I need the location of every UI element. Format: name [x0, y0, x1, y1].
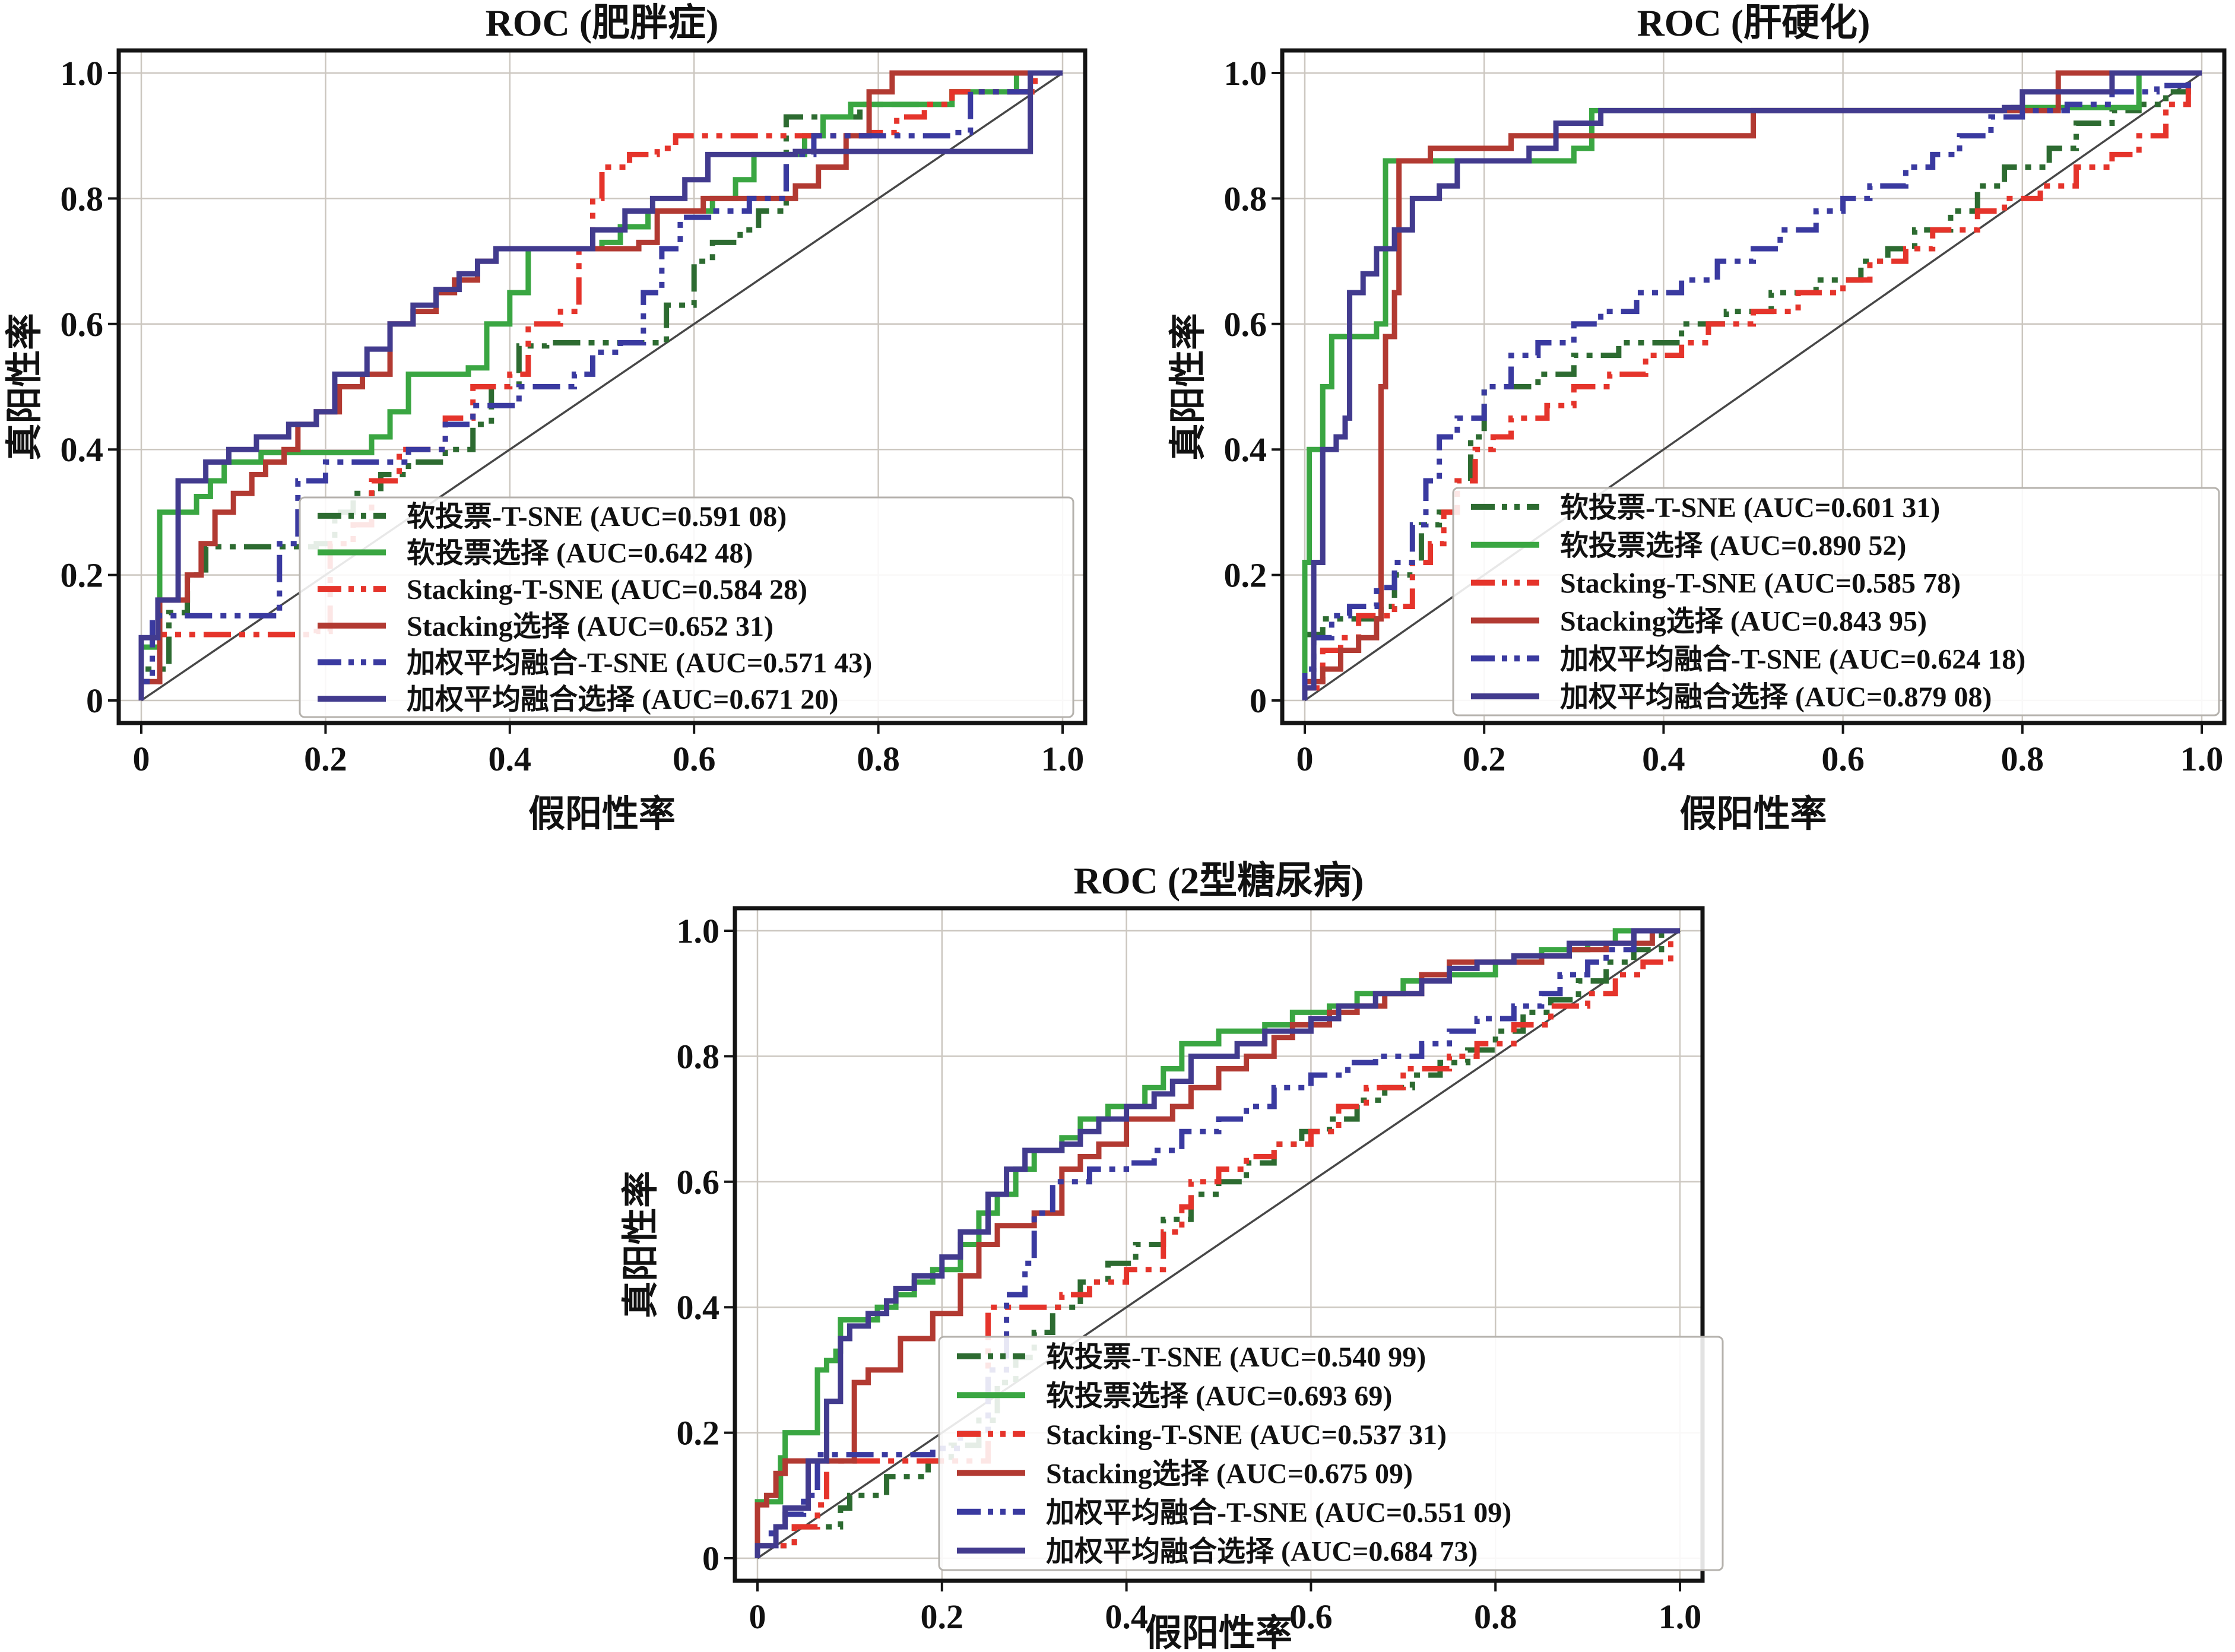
roc-plot-type2-diabetes: 00 0.2 0.2 0.4 0.4 0.6 0.6 0.8 0.8 1.0 1.0 ROC (2型糖…	[620, 860, 1724, 1652]
chance-diagonal-line	[141, 72, 1063, 702]
y-tick-label: 0.4	[677, 1288, 720, 1327]
roc-curve-type2-diabetes-weighted-avg-fusion-tsne	[754, 928, 1680, 1558]
roc-curve-cirrhosis-soft-voting-tsne	[1302, 70, 2202, 700]
legend-label-stacking-tsne: Stacking-T-SNE (AUC=0.584 28)	[407, 574, 807, 605]
roc-curve-type2-diabetes-weighted-avg-fusion-select	[754, 928, 1680, 1558]
x-axis-label: 假阳性率	[1145, 1613, 1292, 1652]
legend-box	[1452, 487, 2220, 716]
axes-frame	[116, 48, 1088, 725]
plot-title-cirrhosis: ROC (肝硬化)	[1637, 2, 1871, 44]
legend-box	[938, 1336, 1724, 1571]
y-tick-label: 0	[1250, 681, 1267, 720]
roc-curve-obesity-soft-voting-select	[138, 70, 1063, 700]
legend-label-weighted-avg-fusion-select: 加权平均融合选择 (AUC=0.879 08)	[1560, 681, 1992, 713]
y-axis-label: 真阳性率	[1168, 313, 1209, 460]
legend-box	[299, 496, 1074, 718]
x-tick-label: 0.4	[489, 740, 532, 778]
legend-cirrhosis: 软投票-T-SNE (AUC=0.601 31) 软投票选择 (AUC=0.890…	[1452, 487, 2220, 716]
legend-label-weighted-avg-fusion-select: 加权平均融合选择 (AUC=0.684 73)	[1046, 1536, 1478, 1567]
roc-curve-obesity-weighted-avg-fusion-select	[138, 70, 1063, 700]
x-tick-label: 1.0	[1659, 1597, 1702, 1636]
legend-type2-diabetes: 软投票-T-SNE (AUC=0.540 99) 软投票选择 (AUC=0.693…	[938, 1336, 1724, 1571]
x-tick-label: 0	[133, 740, 150, 778]
roc-curve-cirrhosis-stacking-select	[1302, 70, 2202, 700]
legend-label-weighted-avg-fusion-tsne: 加权平均融合-T-SNE (AUC=0.551 09)	[1046, 1497, 1511, 1529]
legend-label-stacking-select: Stacking选择 (AUC=0.652 31)	[407, 611, 773, 642]
legend-label-stacking-tsne: Stacking-T-SNE (AUC=0.537 31)	[1046, 1419, 1447, 1451]
axes-frame	[733, 906, 1705, 1583]
y-tick-label: 0	[86, 681, 103, 720]
y-axis-label: 真阳性率	[4, 313, 45, 460]
legend-label-soft-voting-select: 软投票选择 (AUC=0.693 69)	[1046, 1380, 1392, 1412]
roc-curve-obesity-weighted-avg-fusion-tsne	[138, 70, 1063, 700]
x-tick-label: 0	[1296, 740, 1314, 778]
y-tick-label: 0.6	[1224, 305, 1267, 344]
x-tick-label: 0.8	[857, 740, 900, 778]
roc-curve-cirrhosis-weighted-avg-fusion-select	[1302, 70, 2202, 700]
roc-curve-type2-diabetes-soft-voting-select	[754, 928, 1680, 1558]
axes-frame	[1280, 48, 2227, 725]
x-tick-label: 1.0	[1041, 740, 1085, 778]
y-tick-label: 0.2	[677, 1414, 720, 1453]
roc-plot-cirrhosis: 00 0.2 0.2 0.4 0.4 0.6 0.6 0.8 0.8 1.0 1.0 ROC (肝硬化…	[1168, 2, 2227, 835]
y-tick-label: 0.4	[61, 430, 104, 469]
plot-title-obesity: ROC (肥胖症)	[486, 2, 719, 44]
x-tick-label: 0.2	[1463, 740, 1506, 778]
roc-curve-type2-diabetes-stacking-tsne	[754, 928, 1680, 1558]
x-tick-label: 0.4	[1642, 740, 1685, 778]
legend-label-stacking-select: Stacking选择 (AUC=0.843 95)	[1560, 605, 1927, 637]
x-tick-label: 0.4	[1105, 1597, 1148, 1636]
x-axis-label: 假阳性率	[1679, 794, 1827, 835]
x-axis-label: 假阳性率	[528, 794, 676, 835]
legend-label-weighted-avg-fusion-tsne: 加权平均融合-T-SNE (AUC=0.571 43)	[407, 648, 872, 679]
x-tick-label: 0.2	[921, 1597, 964, 1636]
y-axis-label: 真阳性率	[620, 1171, 661, 1318]
y-tick-label: 1.0	[1224, 54, 1267, 93]
x-tick-label: 1.0	[2180, 740, 2224, 778]
legend-label-soft-voting-tsne: 软投票-T-SNE (AUC=0.540 99)	[1046, 1342, 1426, 1373]
roc-curve-cirrhosis-stacking-tsne	[1302, 70, 2202, 700]
y-tick-label: 1.0	[677, 912, 720, 950]
legend-label-soft-voting-select: 软投票选择 (AUC=0.890 52)	[1560, 530, 1906, 562]
y-tick-label: 0.8	[61, 179, 104, 218]
roc-plot-obesity: 00 0.2 0.2 0.4 0.4 0.6 0.6 0.8 0.8 1.0 1.0 ROC (肥胖症…	[4, 2, 1088, 835]
y-tick-label: 0.2	[61, 556, 104, 595]
legend-label-soft-voting-select: 软投票选择 (AUC=0.642 48)	[407, 538, 753, 569]
x-tick-label: 0	[749, 1597, 766, 1636]
legend-label-stacking-tsne: Stacking-T-SNE (AUC=0.585 78)	[1560, 568, 1961, 600]
x-tick-label: 0.2	[304, 740, 347, 778]
x-tick-label: 0.8	[1474, 1597, 1517, 1636]
legend-label-stacking-select: Stacking选择 (AUC=0.675 09)	[1046, 1458, 1413, 1489]
x-tick-label: 0.6	[1821, 740, 1865, 778]
x-tick-label: 0.6	[1289, 1597, 1333, 1636]
y-tick-label: 0.6	[61, 305, 104, 344]
legend-label-soft-voting-tsne: 软投票-T-SNE (AUC=0.601 31)	[1560, 492, 1940, 524]
legend-label-weighted-avg-fusion-select: 加权平均融合选择 (AUC=0.671 20)	[407, 684, 838, 715]
legend-obesity: 软投票-T-SNE (AUC=0.591 08) 软投票选择 (AUC=0.642…	[299, 496, 1074, 718]
y-tick-label: 0.8	[1224, 179, 1267, 218]
roc-curve-cirrhosis-weighted-avg-fusion-tsne	[1302, 70, 2202, 700]
legend-label-weighted-avg-fusion-tsne: 加权平均融合-T-SNE (AUC=0.624 18)	[1560, 643, 2025, 675]
y-tick-label: 0	[702, 1539, 719, 1578]
y-tick-label: 0.6	[677, 1163, 720, 1201]
plot-title-type2-diabetes: ROC (2型糖尿病)	[1074, 860, 1364, 902]
y-tick-label: 0.2	[1224, 556, 1267, 595]
legend-label-soft-voting-tsne: 软投票-T-SNE (AUC=0.591 08)	[407, 501, 787, 532]
y-tick-label: 0.4	[1224, 430, 1267, 469]
y-tick-label: 1.0	[61, 54, 104, 93]
x-tick-label: 0.6	[673, 740, 716, 778]
y-tick-label: 0.8	[677, 1037, 720, 1076]
x-tick-label: 0.8	[2001, 740, 2044, 778]
